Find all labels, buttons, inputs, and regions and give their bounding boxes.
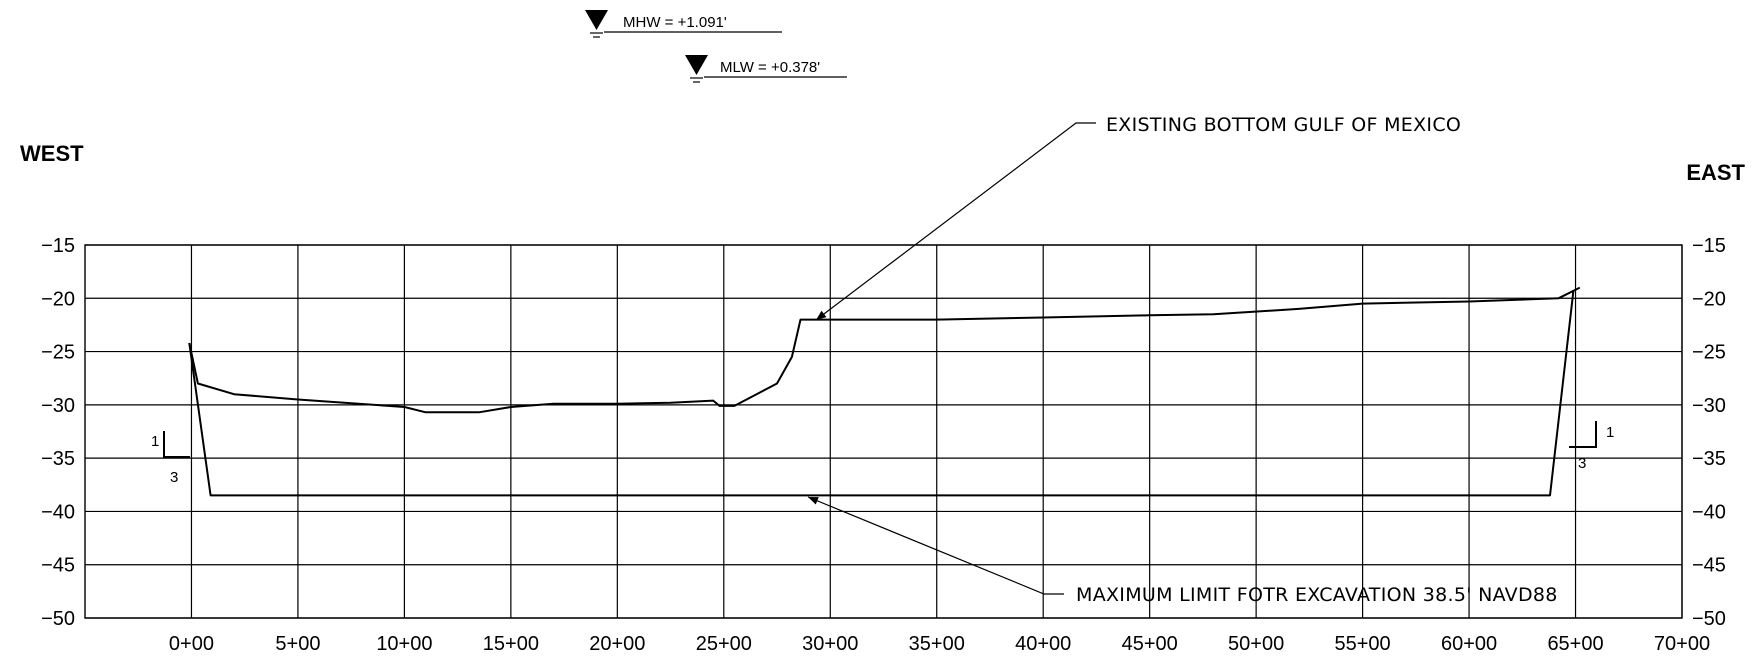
x-tick-label: 0+00: [169, 633, 214, 655]
x-tick-label: 25+00: [696, 633, 752, 655]
excavation-limit-line: [188, 290, 1575, 497]
x-tick-label: 15+00: [483, 633, 539, 655]
x-tick-label: 30+00: [802, 633, 858, 655]
x-tick-label: 35+00: [909, 633, 965, 655]
y-tick-label: −50: [1692, 608, 1726, 630]
x-tick-label: 50+00: [1228, 633, 1284, 655]
slope-west-rise: 1: [151, 433, 159, 450]
max-limit-callout: MAXIMUM LIMIT FOTR EXCAVATION 38.5' NAVD…: [807, 496, 1558, 606]
west-label: WEST: [20, 141, 84, 166]
mhw-symbol: MHW = +1.091': [585, 10, 782, 38]
slope-mark-east: 1 3: [1569, 421, 1614, 472]
y-tick-label: −15: [41, 235, 75, 257]
x-tick-label: 20+00: [589, 633, 645, 655]
max-limit-label: MAXIMUM LIMIT FOTR EXCAVATION 38.5' NAVD…: [1076, 584, 1558, 606]
x-tick-label: 60+00: [1441, 633, 1497, 655]
slope-east-run: 3: [1578, 455, 1586, 472]
existing-bottom-callout: EXISTING BOTTOM GULF OF MEXICO: [815, 114, 1461, 321]
y-tick-label: −40: [1692, 501, 1726, 523]
east-label: EAST: [1686, 160, 1745, 185]
y-tick-label: −25: [41, 342, 75, 364]
x-tick-label: 10+00: [376, 633, 432, 655]
slope-east-rise: 1: [1606, 424, 1614, 441]
y-tick-label: −20: [1692, 288, 1726, 310]
slope-mark-west: 1 3: [151, 431, 190, 486]
x-tick-label: 70+00: [1654, 633, 1710, 655]
mhw-label: MHW = +1.091': [623, 14, 727, 31]
x-axis: 0+00 5+00 10+00 15+00 20+00 25+00 30+00 35+00 40…: [169, 633, 1710, 655]
slope-west-run: 3: [170, 469, 178, 486]
y-tick-label: −15: [1692, 235, 1726, 257]
y-tick-label: −45: [1692, 555, 1726, 577]
existing-bottom-label: EXISTING BOTTOM GULF OF MEXICO: [1106, 114, 1461, 136]
y-tick-label: −20: [41, 288, 75, 310]
y-tick-label: −35: [1692, 448, 1726, 470]
x-tick-label: 5+00: [275, 633, 320, 655]
y-tick-label: −40: [41, 501, 75, 523]
y-tick-label: −25: [1692, 342, 1726, 364]
y-tick-label: −30: [1692, 395, 1726, 417]
existing-bottom-line: [188, 286, 1581, 414]
mlw-label: MLW = +0.378': [720, 59, 820, 76]
plot-frame: [84, 244, 1683, 619]
y-axis-left: −15 −20 −25 −30 −35 −40 −45 −50: [41, 235, 75, 630]
profile-lines: [188, 286, 1581, 497]
mlw-symbol: MLW = +0.378': [685, 55, 847, 83]
x-tick-label: 45+00: [1122, 633, 1178, 655]
x-tick-label: 65+00: [1547, 633, 1603, 655]
x-tick-label: 55+00: [1335, 633, 1391, 655]
y-tick-label: −35: [41, 448, 75, 470]
y-tick-label: −50: [41, 608, 75, 630]
y-tick-label: −45: [41, 555, 75, 577]
y-tick-label: −30: [41, 395, 75, 417]
y-axis-right: −15 −20 −25 −30 −35 −40 −45 −50: [1692, 235, 1726, 630]
grid: [84, 244, 1683, 619]
x-tick-label: 40+00: [1015, 633, 1071, 655]
